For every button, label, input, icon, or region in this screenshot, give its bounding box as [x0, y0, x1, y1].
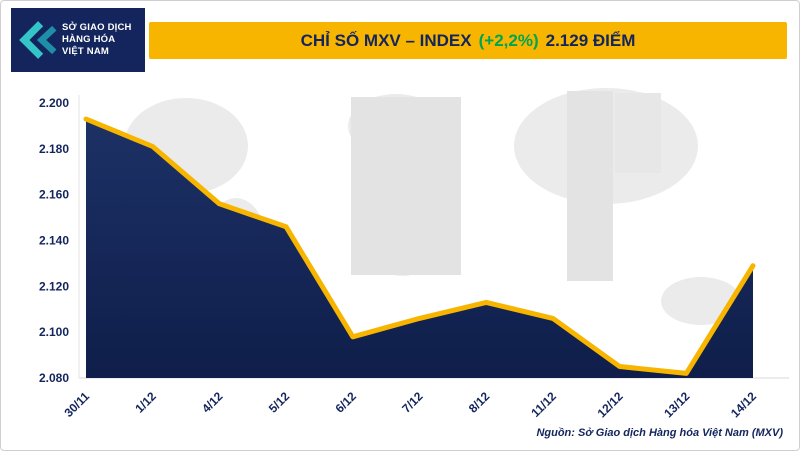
x-tick-label: 12/12 [595, 389, 626, 420]
y-tick-label: 2.080 [39, 371, 69, 385]
chart-title-banner: CHỈ SỐ MXV – INDEX (+2,2%) 2.129 ĐIỂM [149, 22, 787, 59]
y-tick-label: 2.160 [39, 188, 69, 202]
x-tick-label: 30/11 [61, 389, 92, 420]
x-tick-label: 4/12 [199, 389, 226, 416]
logo-line-3: VIỆT NAM [62, 46, 109, 57]
chart-title-main: CHỈ SỐ MXV – INDEX [300, 30, 472, 50]
x-tick-label: 6/12 [333, 389, 360, 416]
x-tick-label: 11/12 [528, 389, 559, 420]
y-tick-label: 2.100 [39, 325, 69, 339]
logo-line-1: SỞ GIAO DỊCH [62, 22, 132, 33]
mxv-chevron-icon [19, 21, 57, 59]
source-note: Nguồn: Sở Giao dịch Hàng hóa Việt Nam (M… [536, 427, 783, 439]
y-tick-label: 2.120 [39, 279, 69, 293]
mxv-logo-text: SỞ GIAO DỊCH HÀNG HÓA VIỆT NAM [62, 22, 132, 58]
x-tick-label: 7/12 [399, 389, 426, 416]
x-tick-label: 14/12 [728, 389, 759, 420]
index-line [83, 116, 756, 376]
logo-line-2: HÀNG HÓA [62, 34, 116, 45]
area-fill [86, 119, 753, 378]
y-tick-label: 2.200 [39, 96, 69, 110]
x-tick-label: 5/12 [266, 389, 293, 416]
x-tick-label: 13/12 [661, 389, 692, 420]
chart-title-change: (+2,2%) [478, 30, 539, 50]
x-tick-label: 1/12 [132, 389, 159, 416]
mxv-logo: SỞ GIAO DỊCH HÀNG HÓA VIỆT NAM [11, 8, 145, 72]
y-tick-label: 2.180 [39, 142, 69, 156]
chart-title-value: 2.129 ĐIỂM [545, 30, 636, 50]
y-tick-label: 2.140 [39, 234, 69, 248]
world-map-watermark [124, 88, 741, 325]
x-tick-label: 8/12 [466, 389, 493, 416]
